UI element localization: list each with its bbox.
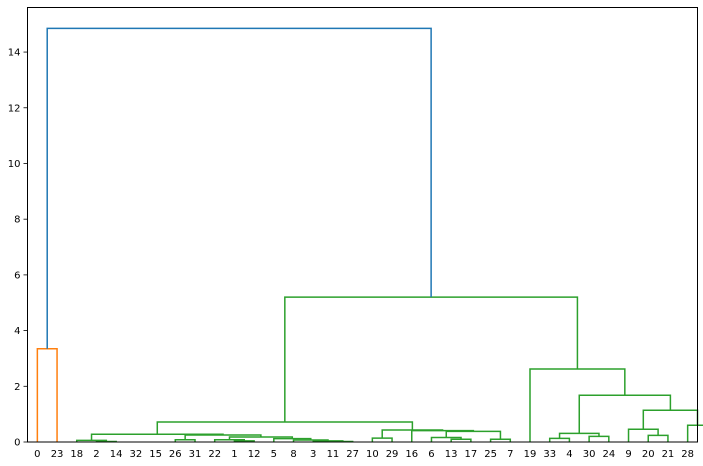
x-leaf-label-2: 2	[93, 449, 99, 460]
x-leaf-label-8: 8	[290, 449, 296, 460]
x-leaf-label-15: 15	[149, 449, 162, 460]
dendrogram-link-green-22	[588, 435, 610, 442]
x-leaf-label-18: 18	[70, 449, 83, 460]
x-leaf-label-9: 9	[625, 449, 631, 460]
x-leaf-label-13: 13	[445, 449, 458, 460]
x-leaf-label-19: 19	[524, 449, 537, 460]
y-tick-label-12: 12	[8, 103, 21, 114]
y-tick-label-4: 4	[14, 326, 20, 337]
x-axis: 0 23 18 2 14 32 15 26 31 22 1 12 5 8 3 11 27 10 29 16 6 13 17 2…	[34, 449, 694, 460]
x-leaf-label-17: 17	[465, 449, 478, 460]
dendrogram-link-green-28	[578, 394, 672, 434]
y-axis: 0 2 4 6 8 10 12 14	[8, 48, 28, 449]
x-leaf-label-16: 16	[405, 449, 418, 460]
y-tick-label-8: 8	[14, 215, 20, 226]
x-leaf-label-10: 10	[366, 449, 379, 460]
x-leaf-label-24: 24	[602, 449, 615, 460]
dendrogram-link-green-24	[647, 434, 669, 442]
x-leaf-label-6: 6	[428, 449, 434, 460]
dendrogram-link-root-31	[46, 27, 432, 349]
y-tick-label-0: 0	[14, 438, 20, 449]
y-tick-label-14: 14	[8, 48, 21, 59]
dendrogram-link-green-27	[642, 409, 699, 430]
x-leaf-label-3: 3	[310, 449, 316, 460]
plot-frame	[27, 7, 698, 443]
x-leaf-label-28: 28	[681, 449, 694, 460]
dendrogram-link-green-18	[411, 429, 475, 442]
x-leaf-label-7: 7	[507, 449, 513, 460]
x-leaf-label-0: 0	[34, 449, 40, 460]
x-leaf-label-26: 26	[169, 449, 182, 460]
x-leaf-label-5: 5	[271, 449, 277, 460]
x-leaf-label-20: 20	[642, 449, 655, 460]
y-tick-label-2: 2	[14, 382, 20, 393]
x-leaf-label-4: 4	[566, 449, 572, 460]
x-leaf-label-27: 27	[346, 449, 359, 460]
x-leaf-label-12: 12	[248, 449, 261, 460]
dendrogram-link-green-26	[686, 424, 703, 442]
x-leaf-label-1: 1	[231, 449, 237, 460]
x-leaf-label-11: 11	[327, 449, 340, 460]
x-leaf-label-21: 21	[662, 449, 675, 460]
y-tick-label-6: 6	[14, 270, 20, 281]
dendrogram-link-green-20	[156, 421, 414, 435]
x-leaf-label-31: 31	[189, 449, 202, 460]
dendrogram-links	[36, 27, 703, 443]
dendrogram-link-green-21	[548, 437, 571, 442]
y-tick-label-10: 10	[8, 159, 21, 170]
x-leaf-label-22: 22	[208, 449, 221, 460]
x-leaf-label-30: 30	[583, 449, 596, 460]
dendrogram-link-green-29	[529, 368, 626, 442]
x-leaf-label-33: 33	[543, 449, 556, 460]
dendrogram-link-orange-0	[36, 347, 58, 442]
x-leaf-label-25: 25	[484, 449, 497, 460]
dendrogram-link-green-30	[284, 296, 579, 422]
x-leaf-label-23: 23	[51, 449, 64, 460]
dendrogram-link-green-13	[371, 437, 393, 442]
x-leaf-label-32: 32	[130, 449, 143, 460]
x-leaf-label-14: 14	[110, 449, 123, 460]
x-leaf-label-29: 29	[386, 449, 399, 460]
